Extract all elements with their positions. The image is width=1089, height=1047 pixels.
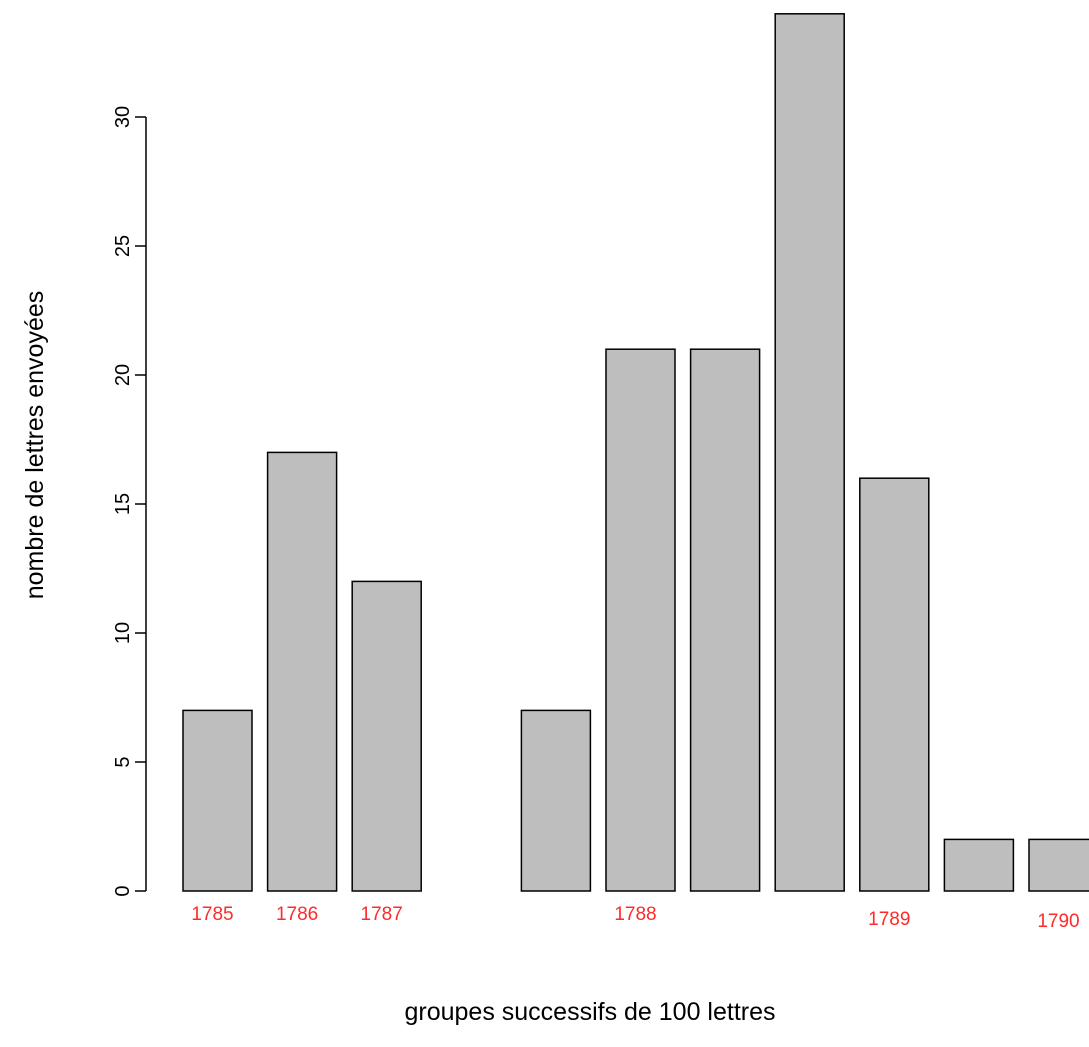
y-tick-label: 25 bbox=[112, 235, 134, 257]
year-label: 1790 bbox=[1037, 911, 1079, 932]
year-label: 1785 bbox=[191, 904, 233, 925]
y-tick-label: 15 bbox=[112, 493, 134, 515]
year-label: 1789 bbox=[868, 909, 910, 930]
bars bbox=[182, 13, 1089, 892]
bar bbox=[1028, 838, 1089, 892]
y-axis: 0 5 10 15 20 25 30 bbox=[112, 106, 147, 897]
y-tick-label: 0 bbox=[112, 885, 134, 896]
bar bbox=[774, 13, 845, 892]
bar bbox=[605, 348, 676, 892]
y-tick-label: 5 bbox=[112, 756, 134, 767]
bar bbox=[520, 709, 592, 892]
bar bbox=[689, 348, 761, 892]
year-label: 1788 bbox=[614, 904, 656, 925]
y-tick-label: 10 bbox=[112, 622, 134, 644]
bar bbox=[859, 477, 930, 892]
bar bbox=[351, 580, 422, 892]
y-tick-label: 20 bbox=[112, 364, 134, 386]
year-annotations: 1785 1786 1787 1788 1789 1790 bbox=[191, 904, 1079, 932]
bar bbox=[182, 709, 253, 892]
year-label: 1786 bbox=[276, 904, 318, 925]
bar bbox=[943, 838, 1015, 892]
y-tick-label: 30 bbox=[112, 106, 134, 128]
year-label: 1787 bbox=[361, 904, 403, 925]
x-axis-title: groupes successifs de 100 lettres bbox=[404, 998, 775, 1026]
bar bbox=[266, 451, 338, 892]
y-axis-title: nombre de lettres envoyées bbox=[21, 291, 49, 600]
